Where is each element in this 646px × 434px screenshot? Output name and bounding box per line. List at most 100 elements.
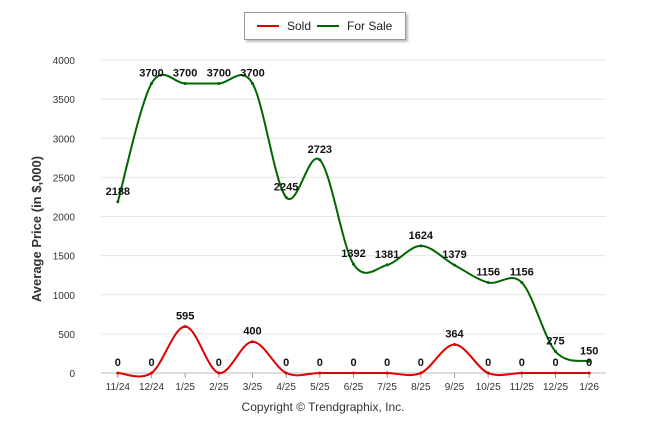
data-label-sold: 0 bbox=[148, 357, 154, 369]
data-point-sold bbox=[385, 371, 389, 375]
y-tick-label: 2500 bbox=[53, 173, 76, 184]
data-point-for-sale bbox=[486, 281, 490, 285]
data-point-for-sale bbox=[587, 359, 591, 363]
data-label-sold: 0 bbox=[317, 357, 323, 369]
x-tick-label: 1/25 bbox=[175, 382, 195, 393]
data-label-for-sale: 1624 bbox=[409, 230, 434, 242]
data-point-sold bbox=[284, 371, 288, 375]
x-tick-label: 12/25 bbox=[543, 382, 568, 393]
data-label-sold: 0 bbox=[552, 357, 558, 369]
data-label-sold: 0 bbox=[418, 357, 424, 369]
data-label-sold: 0 bbox=[586, 357, 592, 369]
data-point-for-sale bbox=[352, 262, 355, 266]
data-point-for-sale bbox=[183, 81, 187, 85]
legend[interactable]: Sold For Sale bbox=[244, 12, 406, 40]
x-axis-ticks: 11/24 12/24 1/25 2/25 3/25 4/25 5/25 6/25 7/25 8/… bbox=[106, 373, 599, 393]
x-tick-label: 7/25 bbox=[377, 382, 397, 393]
data-labels: 2188 3700 3700 3700 3700 2245 2723 1392 1381 1624… bbox=[106, 67, 599, 369]
y-tick-label: 3000 bbox=[53, 134, 76, 145]
data-point-sold bbox=[183, 324, 187, 328]
data-point-for-sale bbox=[217, 81, 221, 85]
data-point-sold bbox=[587, 371, 591, 375]
data-label-for-sale: 1156 bbox=[510, 267, 534, 279]
data-label-sold: 0 bbox=[519, 357, 525, 369]
y-tick-label: 3500 bbox=[53, 95, 76, 106]
data-point-sold bbox=[453, 343, 456, 347]
data-label-for-sale: 275 bbox=[546, 335, 564, 347]
data-point-sold bbox=[486, 371, 490, 375]
data-label-sold: 595 bbox=[176, 310, 194, 322]
data-label-sold: 400 bbox=[243, 326, 261, 338]
data-label-for-sale: 2245 bbox=[274, 181, 298, 193]
data-label-sold: 0 bbox=[350, 357, 356, 369]
x-tick-label: 1/26 bbox=[579, 382, 599, 393]
x-tick-label: 3/25 bbox=[243, 382, 263, 393]
x-tick-label: 2/25 bbox=[209, 382, 229, 393]
data-label-for-sale: 2188 bbox=[106, 186, 130, 198]
series-line-for-sale bbox=[116, 73, 590, 363]
legend-label-sold: Sold bbox=[287, 19, 312, 33]
data-label-for-sale: 3700 bbox=[240, 67, 264, 79]
data-point-sold bbox=[116, 371, 120, 375]
legend-swatch-sold bbox=[257, 25, 279, 27]
x-tick-label: 11/25 bbox=[510, 382, 535, 393]
data-point-for-sale bbox=[284, 195, 288, 199]
data-label-sold: 0 bbox=[115, 357, 121, 369]
data-point-for-sale bbox=[520, 281, 524, 285]
data-label-sold: 364 bbox=[445, 329, 464, 341]
data-point-for-sale bbox=[116, 200, 120, 204]
x-tick-label: 10/25 bbox=[476, 382, 501, 393]
data-point-for-sale bbox=[385, 263, 389, 267]
data-point-for-sale bbox=[554, 349, 557, 353]
data-point-sold bbox=[554, 371, 557, 375]
x-tick-label: 8/25 bbox=[411, 382, 431, 393]
legend-swatch-for-sale bbox=[317, 25, 339, 27]
data-label-for-sale: 3700 bbox=[207, 67, 231, 79]
data-label-for-sale: 1379 bbox=[442, 249, 466, 261]
data-point-sold bbox=[520, 371, 524, 375]
x-tick-label: 11/24 bbox=[106, 382, 131, 393]
data-label-sold: 0 bbox=[485, 357, 491, 369]
data-point-for-sale bbox=[318, 158, 322, 162]
data-point-for-sale bbox=[419, 244, 423, 248]
data-point-sold bbox=[352, 371, 355, 375]
x-tick-label: 6/25 bbox=[344, 382, 364, 393]
y-tick-label: 0 bbox=[69, 369, 75, 380]
y-tick-label: 1000 bbox=[53, 291, 76, 302]
data-point-sold bbox=[419, 371, 423, 375]
legend-item-sold[interactable]: Sold bbox=[257, 13, 311, 39]
data-point-sold bbox=[150, 371, 153, 375]
data-label-for-sale: 1156 bbox=[476, 267, 500, 279]
y-tick-label: 1500 bbox=[53, 252, 76, 263]
data-label-sold: 0 bbox=[283, 357, 289, 369]
data-point-for-sale bbox=[453, 263, 456, 267]
y-tick-label: 4000 bbox=[53, 56, 76, 67]
y-axis-label: Average Price (in $,000) bbox=[29, 156, 44, 302]
data-point-for-sale bbox=[251, 81, 254, 85]
series-group bbox=[116, 73, 591, 378]
data-label-for-sale: 1392 bbox=[341, 248, 365, 260]
y-tick-label: 500 bbox=[58, 330, 75, 341]
y-tick-label: 2000 bbox=[53, 213, 76, 224]
data-point-for-sale bbox=[150, 81, 153, 85]
data-point-sold bbox=[318, 371, 322, 375]
y-axis-ticks: 0 500 1000 1500 2000 2500 3000 3500 4000 bbox=[53, 56, 76, 380]
copyright-footer: Copyright © Trendgraphix, Inc. bbox=[241, 400, 405, 414]
data-label-sold: 0 bbox=[216, 357, 222, 369]
grid-lines bbox=[101, 59, 606, 374]
x-tick-label: 12/24 bbox=[139, 382, 164, 393]
legend-label-for-sale: For Sale bbox=[347, 19, 393, 33]
data-label-for-sale: 1381 bbox=[375, 249, 399, 261]
data-label-for-sale: 3700 bbox=[139, 67, 163, 79]
legend-item-for-sale[interactable]: For Sale bbox=[317, 13, 392, 39]
data-point-sold bbox=[251, 340, 254, 344]
data-label-for-sale: 2723 bbox=[308, 144, 332, 156]
data-point-sold bbox=[217, 371, 221, 375]
data-label-sold: 0 bbox=[384, 357, 390, 369]
data-label-for-sale: 3700 bbox=[173, 67, 197, 79]
x-tick-label: 4/25 bbox=[276, 382, 296, 393]
data-label-for-sale: 150 bbox=[580, 345, 598, 357]
x-tick-label: 9/25 bbox=[445, 382, 465, 393]
x-tick-label: 5/25 bbox=[310, 382, 330, 393]
